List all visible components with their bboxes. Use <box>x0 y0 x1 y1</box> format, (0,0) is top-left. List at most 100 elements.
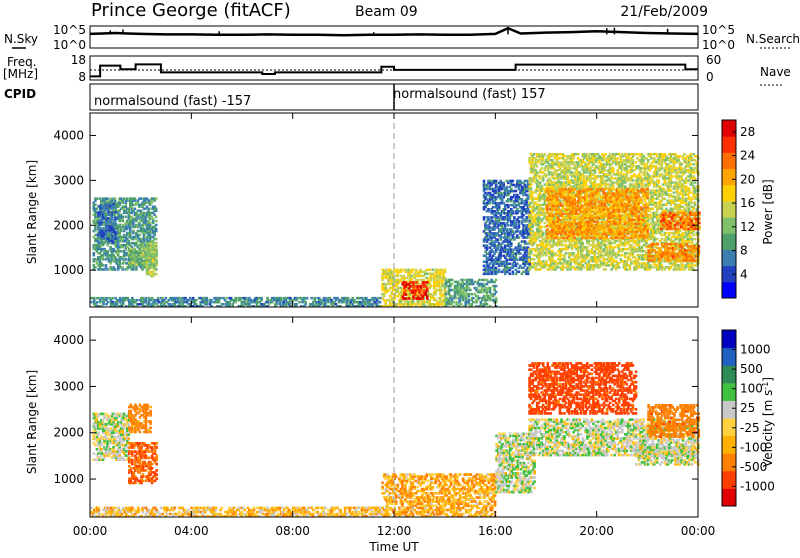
heatmap-cell <box>545 260 548 263</box>
heatmap-cell <box>518 236 521 239</box>
heatmap-cell <box>260 297 263 300</box>
heatmap-cell <box>469 289 472 292</box>
heatmap-cell <box>94 266 97 269</box>
heatmap-cell <box>114 211 117 214</box>
heatmap-cell <box>153 261 156 264</box>
heatmap-cell <box>133 248 136 251</box>
heatmap-cell <box>134 197 137 200</box>
heatmap-cell <box>445 291 448 294</box>
heatmap-cell <box>604 153 607 156</box>
heatmap-cell <box>513 216 516 219</box>
heatmap-cell <box>121 216 124 219</box>
heatmap-cell <box>572 161 575 164</box>
heatmap-cell <box>222 303 225 306</box>
heatmap-cell <box>531 191 534 194</box>
heatmap-cell <box>313 297 316 300</box>
cpid-panel: normalsound (fast) -157 normalsound (fas… <box>90 84 698 110</box>
heatmap-cell <box>509 263 512 266</box>
nsky-ytick-bottom: 10^0 <box>53 38 86 52</box>
heatmap-cell <box>531 216 534 219</box>
heatmap-cell <box>604 268 607 271</box>
cpid-label-2: normalsound (fast) 157 <box>393 87 546 102</box>
heatmap-cell <box>525 242 528 245</box>
heatmap-cell <box>410 275 413 278</box>
heatmap-cell <box>93 297 96 300</box>
heatmap-cell <box>155 224 158 227</box>
heatmap-cell <box>415 269 418 272</box>
heatmap-cell <box>583 175 586 178</box>
heatmap-cell <box>219 297 222 300</box>
heatmap-cell <box>604 169 607 172</box>
heatmap-cell <box>533 153 536 156</box>
heatmap-cell <box>536 171 539 174</box>
heatmap-cell <box>125 258 128 261</box>
heatmap-cell <box>114 197 117 200</box>
heatmap-cell <box>432 269 435 272</box>
heatmap-cell <box>533 258 536 261</box>
heatmap-cell <box>577 153 580 156</box>
heatmap-cell <box>559 157 562 160</box>
heatmap-cell <box>607 264 610 267</box>
heatmap-cell <box>498 269 501 272</box>
heatmap-cell <box>468 299 471 302</box>
heatmap-cell <box>298 301 301 304</box>
heatmap-cell <box>110 219 113 222</box>
heatmap-cell <box>310 297 313 300</box>
heatmap-cell <box>93 252 96 255</box>
heatmap-cell <box>518 271 521 274</box>
heatmap-cell <box>451 283 454 286</box>
heatmap-cell <box>295 303 298 306</box>
heatmap-cell <box>544 226 547 229</box>
heatmap-cell <box>153 251 156 254</box>
cpid-label-1: normalsound (fast) -157 <box>94 94 251 109</box>
heatmap-cell <box>102 241 105 244</box>
heatmap-cell <box>436 269 439 272</box>
heatmap-cell <box>195 299 198 302</box>
heatmap-cell <box>544 222 547 225</box>
heatmap-cell <box>412 281 415 284</box>
heatmap-cell <box>153 267 156 270</box>
heatmap-cell <box>147 208 150 211</box>
heatmap-cell <box>472 297 475 300</box>
heatmap-cell <box>114 268 117 271</box>
heatmap-cell <box>519 252 522 255</box>
heatmap-cell <box>105 297 108 300</box>
heatmap-cell <box>107 217 110 220</box>
heatmap-cell <box>102 264 105 267</box>
nave-ytick-bottom: 0 <box>706 70 714 84</box>
heatmap-cell <box>441 289 444 292</box>
heatmap-cell <box>121 266 124 269</box>
cpid-label: CPID <box>4 87 36 101</box>
beam-title: Beam 09 <box>355 4 418 20</box>
heatmap-cell <box>149 222 152 225</box>
heatmap-cell <box>512 180 515 183</box>
heatmap-cell <box>96 301 99 304</box>
heatmap-cell <box>94 204 97 207</box>
heatmap-cell <box>487 216 490 219</box>
heatmap-cell <box>107 301 110 304</box>
heatmap-cell <box>566 175 569 178</box>
heatmap-cell <box>545 173 548 176</box>
heatmap-cell <box>155 273 158 276</box>
heatmap-cell <box>530 187 533 190</box>
heatmap-cell <box>234 297 237 300</box>
heatmap-cell <box>522 224 525 227</box>
heatmap-cell <box>463 279 466 282</box>
heatmap-cell <box>560 254 563 257</box>
heatmap-cell <box>415 281 418 284</box>
heatmap-cell <box>304 301 307 304</box>
heatmap-cell <box>516 263 519 266</box>
heatmap-cell <box>152 218 155 221</box>
heatmap-cell <box>430 285 433 288</box>
heatmap-cell <box>522 214 525 217</box>
heatmap-cell <box>105 264 108 267</box>
heatmap-cell <box>295 297 298 300</box>
heatmap-cell <box>155 208 158 211</box>
heatmap-cell <box>572 252 575 255</box>
freq-unit-label: [MHz] <box>3 67 38 81</box>
heatmap-cell <box>586 246 589 249</box>
heatmap-cell <box>521 198 524 201</box>
heatmap-cell <box>444 269 447 272</box>
